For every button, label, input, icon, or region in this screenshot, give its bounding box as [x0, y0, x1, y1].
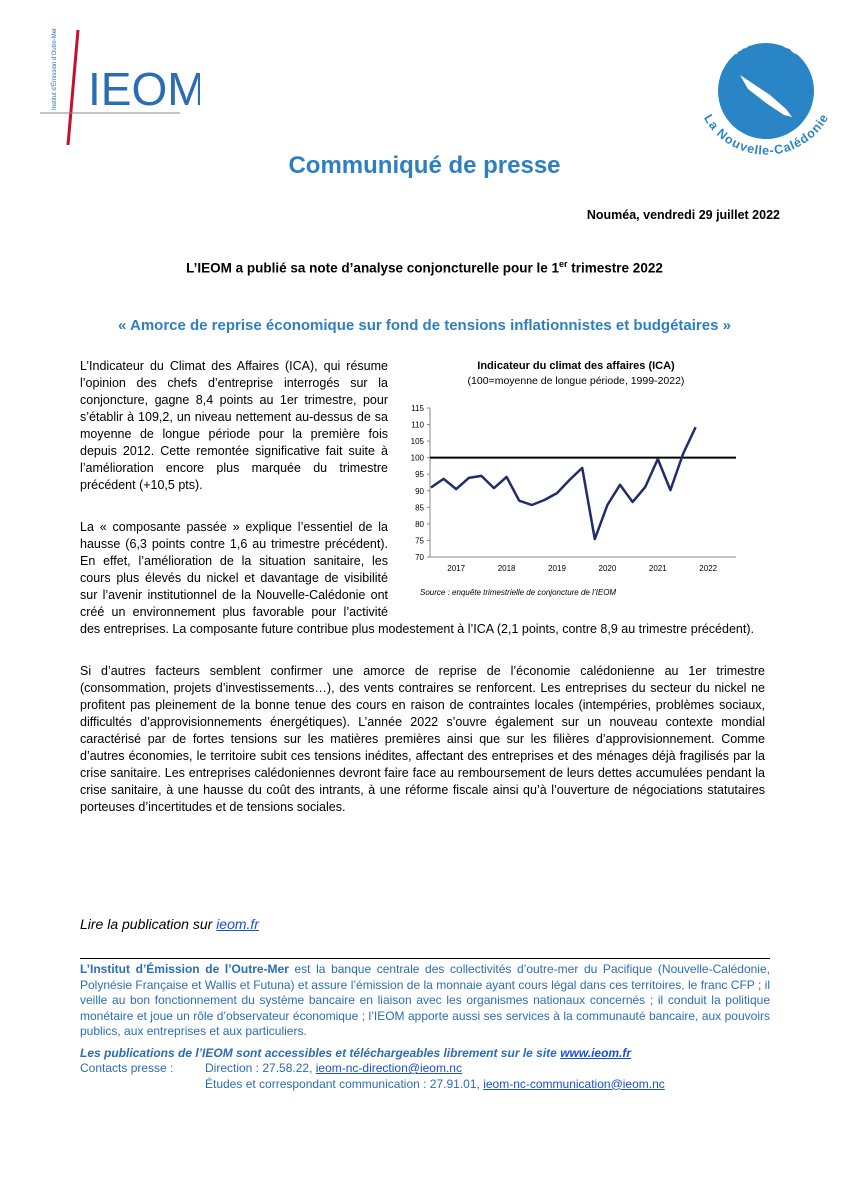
x-tick-label: 2018 [498, 564, 516, 573]
chart-subtitle: (100=moyenne de longue période, 1999-202… [468, 375, 685, 387]
paragraph: L’Indicateur du Climat des Affaires (ICA… [80, 359, 388, 492]
x-tick-label: 2022 [699, 564, 717, 573]
read-more-link[interactable]: ieom.fr [216, 916, 259, 932]
x-tick-label: 2020 [599, 564, 617, 573]
y-tick-label: 100 [411, 454, 425, 463]
series-line [430, 426, 697, 541]
chart-source: Source : enquête trimestrielle de conjon… [420, 588, 616, 597]
paragraph: La « composante passée » explique l’esse… [80, 520, 754, 636]
body: Indicateur du climat des affaires (ICA) … [80, 358, 765, 841]
contact: Direction : 27.58.22, ieom-nc-direction@… [205, 1061, 462, 1077]
y-tick-label: 110 [411, 421, 424, 430]
island-shape [740, 75, 792, 117]
subheadline: « Amorce de reprise économique sur fond … [118, 317, 731, 334]
dateline: Nouméa, vendredi 29 juillet 2022 [586, 208, 780, 222]
title: Communiqué de presse [288, 152, 561, 179]
contact-email[interactable]: ieom-nc-direction@ieom.nc [315, 1061, 462, 1075]
footer-publications: Les publications de l’IEOM sont accessib… [80, 1046, 770, 1062]
read-more-text: Lire la publication sur [80, 916, 213, 932]
headline-text: L’IEOM a publié sa note d’analyse conjon… [186, 260, 559, 276]
y-tick-label: 85 [415, 503, 424, 512]
headline-sup: er [559, 259, 568, 269]
contact-row: Contacts presse : Direction : 27.58.22, i… [80, 1061, 770, 1077]
footer-intro-bold: L’Institut d’Émission de l’Outre-Mer [80, 962, 289, 976]
ieom-logo: IEOM Institut d’Émission d’Outre-Mer [40, 28, 200, 146]
paragraph: Si d’autres facteurs semblent confirmer … [80, 664, 765, 814]
x-tick-label: 2019 [548, 564, 566, 573]
y-tick-label: 115 [411, 404, 424, 413]
agency-logo: AGENCE DE La Nouvelle-Calédonie [701, 34, 830, 158]
contact-label: Études et correspondant communication : … [205, 1076, 480, 1091]
y-tick-label: 70 [415, 553, 424, 562]
y-tick-label: 105 [411, 437, 425, 446]
read-more: Lire la publication sur ieom.fr [80, 916, 259, 932]
footer-rule [80, 958, 770, 959]
y-tick-label: 90 [415, 487, 424, 496]
contact-indent [80, 1077, 205, 1093]
y-tick-label: 95 [415, 470, 424, 479]
logo-slash [66, 29, 80, 146]
y-tick-label: 80 [415, 520, 424, 529]
contact-email[interactable]: ieom-nc-communication@ieom.nc [483, 1076, 665, 1091]
logo-subtitle: Institut d’Émission d’Outre-Mer [51, 28, 58, 110]
y-tick-label: 75 [415, 536, 424, 545]
x-tick-label: 2021 [649, 564, 667, 573]
headline: L’IEOM a publié sa note d’analyse conjon… [0, 259, 849, 276]
contact-label: Direction : 27.58.22, [205, 1061, 313, 1075]
contacts-label: Contacts presse : [80, 1061, 174, 1075]
footer-intro: L’Institut d’Émission de l’Outre-Mer est… [80, 962, 770, 1040]
contact-row: Études et correspondant communication : … [80, 1077, 770, 1093]
x-tick-label: 2017 [447, 564, 465, 573]
footer-intro-text: est la banque centrale des collectivités… [80, 962, 770, 1038]
footer-site-link[interactable]: www.ieom.fr [560, 1045, 632, 1060]
chart-title: Indicateur du climat des affaires (ICA) [477, 360, 675, 372]
chart: Indicateur du climat des affaires (ICA) … [411, 360, 736, 597]
logo-text: IEOM [88, 63, 200, 115]
footer: L’Institut d’Émission de l’Outre-Mer est… [80, 962, 770, 1092]
contact: Études et correspondant communication : … [205, 1077, 665, 1093]
chart-container: Indicateur du climat des affaires (ICA) … [400, 355, 765, 605]
agency-circle [718, 43, 814, 139]
footer-publications-text: Les publications de l’IEOM sont accessib… [80, 1045, 557, 1060]
headline-text: trimestre 2022 [571, 260, 663, 276]
